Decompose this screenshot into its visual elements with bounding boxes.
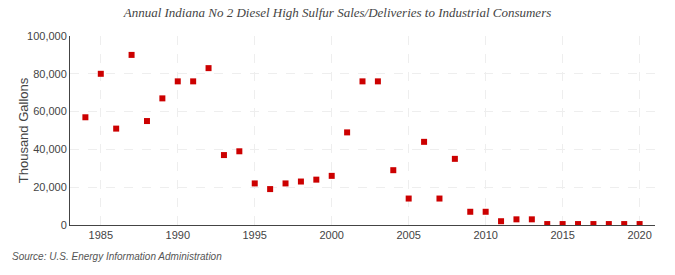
svg-text:1995: 1995 [242,229,266,241]
svg-text:Source: U.S. Energy Informatio: Source: U.S. Energy Information Administ… [12,251,222,262]
svg-text:20,000: 20,000 [33,181,67,193]
svg-text:2005: 2005 [396,229,420,241]
svg-text:2020: 2020 [627,229,651,241]
svg-text:Thousand Gallons: Thousand Gallons [16,77,31,183]
svg-text:2000: 2000 [319,229,343,241]
svg-text:0: 0 [61,219,67,231]
svg-text:2015: 2015 [550,229,574,241]
svg-text:40,000: 40,000 [33,143,67,155]
svg-text:Annual Indiana No 2 Diesel Hig: Annual Indiana No 2 Diesel High Sulfur S… [123,5,552,20]
svg-text:80,000: 80,000 [33,68,67,80]
svg-text:1985: 1985 [89,229,113,241]
svg-text:60,000: 60,000 [33,105,67,117]
svg-text:100,000: 100,000 [27,30,67,42]
svg-text:2010: 2010 [473,229,497,241]
svg-text:1990: 1990 [166,229,190,241]
